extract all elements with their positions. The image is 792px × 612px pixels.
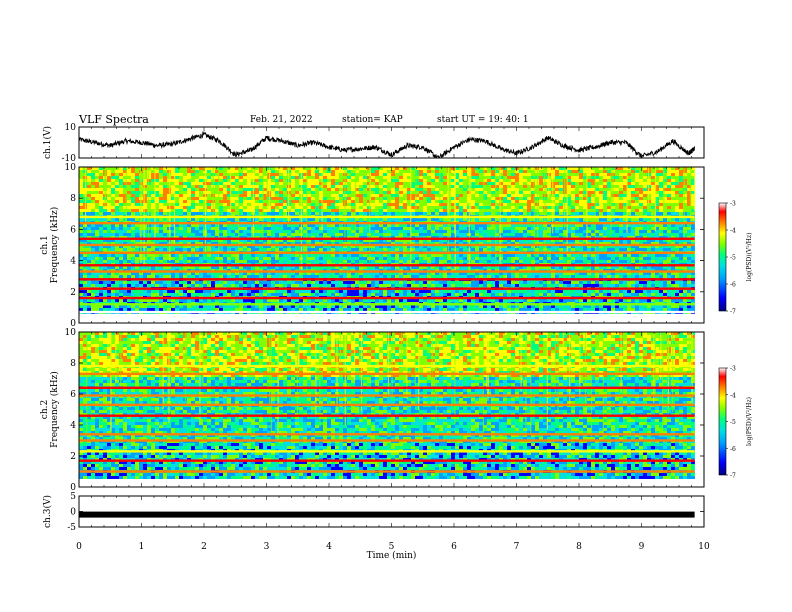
ch3-waveform-line — [79, 511, 695, 518]
colorbar-tick-label: -4 — [730, 228, 736, 235]
x-axis-label: Time (min) — [367, 550, 417, 561]
ch1-spectrogram-band — [79, 215, 695, 219]
x-tick-label: 0 — [76, 542, 82, 552]
y-tick-label: 5 — [70, 492, 76, 502]
ch1-spectrogram-band — [79, 310, 695, 314]
colorbar-label: log(PSD)(V²/Hz) — [746, 233, 753, 282]
y-tick-label: -5 — [67, 523, 76, 533]
x-tick-label: 7 — [514, 542, 520, 552]
y-tick-label: 0 — [70, 319, 76, 329]
ch2-spectrogram-band — [79, 433, 695, 436]
ch1-waveform-line — [78, 130, 695, 159]
y-tick-label: 8 — [70, 194, 76, 204]
ch1-waveform-ylabel: ch.1(V) — [42, 126, 53, 159]
colorbar-tick-label: -6 — [730, 282, 736, 289]
y-tick-label: 4 — [70, 421, 76, 431]
ch1-spectrogram-band — [79, 278, 695, 281]
ch3-waveform-frame — [78, 495, 705, 528]
ch2-spectrogram-cells — [79, 332, 695, 489]
y-tick-label: 10 — [65, 163, 77, 173]
start-time-label: start UT = 19: 40: 1 — [437, 115, 529, 125]
colorbar-tick-label: -5 — [730, 255, 736, 262]
ch2-spectrogram-band — [79, 414, 695, 417]
ch1-spectrogram-band — [79, 221, 695, 225]
ch1-spectrogram-band — [79, 243, 695, 247]
colorbar-tick-label: -5 — [730, 419, 736, 426]
y-tick-label: 2 — [70, 288, 76, 298]
y-tick-label: 10 — [65, 123, 77, 133]
colorbar-tick-label: -3 — [730, 201, 736, 208]
ch1-spectrogram-band — [79, 237, 695, 240]
ch1-spectrogram-colorbar — [718, 202, 727, 312]
ch1-spectrogram-band — [79, 317, 695, 320]
date-label: Feb. 21, 2022 — [250, 115, 313, 125]
ch2-spectrogram-band — [79, 470, 695, 473]
ch1-spectrogram-band — [79, 264, 695, 267]
x-tick-label: 6 — [451, 542, 457, 552]
ch1-spectrogram-band — [79, 251, 695, 254]
ch1-spectrogram-band — [79, 287, 695, 290]
colorbar-tick-label: -7 — [730, 473, 736, 480]
ch1-spectrogram-band — [79, 303, 695, 306]
colorbar-tick-label: -3 — [730, 366, 736, 373]
ch2-spectrogram-band — [79, 372, 695, 376]
ch1-spectrogram-ylabel: Frequency (kHz) — [49, 207, 60, 284]
ch2-spectrogram-band — [79, 450, 695, 453]
ch2-spectrogram-ylabel: ch.2 — [40, 400, 50, 419]
y-tick-label: 2 — [70, 452, 76, 462]
ch1-spectrogram-band — [79, 270, 695, 273]
x-tick-label: 2 — [201, 542, 207, 552]
ch2-spectrogram-band — [79, 403, 695, 407]
x-tick-label: 9 — [639, 542, 645, 552]
x-tick-label: 3 — [264, 542, 270, 552]
ch2-spectrogram-band — [79, 364, 695, 368]
y-tick-label: -10 — [62, 154, 77, 164]
station-label: station= KAP — [342, 115, 403, 125]
ch3-waveform-ylabel: ch.3(V) — [42, 495, 53, 528]
ch2-spectrogram-band — [79, 439, 695, 442]
colorbar-label: log(PSD)(V²/Hz) — [746, 397, 753, 446]
x-tick-label: 8 — [576, 542, 582, 552]
y-tick-label: 6 — [70, 225, 76, 235]
y-tick-label: 6 — [70, 390, 76, 400]
colorbar-tick-label: -4 — [730, 392, 736, 399]
y-tick-label: 10 — [65, 328, 77, 338]
y-tick-label: 0 — [70, 508, 76, 518]
ch2-spectrogram-band — [79, 394, 695, 397]
colorbar-tick-label: -6 — [730, 446, 736, 453]
colorbar-tick-label: -7 — [730, 309, 736, 316]
y-tick-label: 0 — [70, 483, 76, 493]
ch2-spectrogram-band — [79, 481, 695, 484]
y-tick-label: 8 — [70, 359, 76, 369]
ch1-spectrogram-ylabel: ch.1 — [40, 235, 50, 254]
y-tick-label: 4 — [70, 257, 76, 267]
ch1-spectrogram-band — [79, 296, 695, 300]
x-tick-label: 4 — [326, 542, 332, 552]
ch2-spectrogram-band — [79, 386, 695, 389]
x-tick-label: 10 — [698, 542, 710, 552]
x-tick-label: 5 — [389, 542, 395, 552]
ch2-spectrogram-colorbar — [718, 367, 727, 476]
ch2-spectrogram-ylabel: Frequency (kHz) — [49, 371, 60, 448]
ch2-spectrogram-band — [79, 459, 695, 462]
x-tick-label: 1 — [139, 542, 145, 552]
chart-title: VLF Spectra — [79, 113, 149, 126]
